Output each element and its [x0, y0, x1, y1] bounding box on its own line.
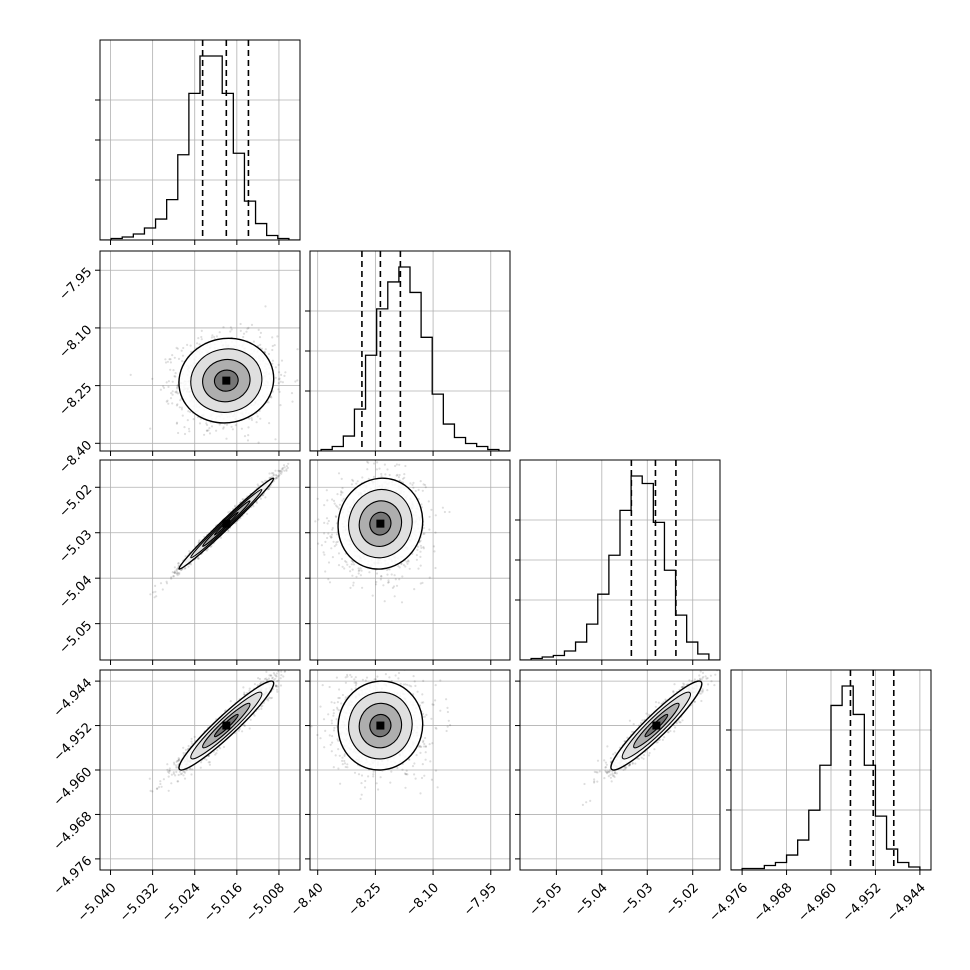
density-3-0 — [178, 680, 275, 771]
x-tick-label-1: −8.10 — [403, 880, 442, 919]
panel-3-0: −5.040−5.032−5.024−5.016−5.008−4.976−4.9… — [51, 669, 301, 925]
panel-3-1: −8.40 −8.25 −8.10 −7.95 — [288, 669, 511, 919]
y-tick-label-3: −4.976 — [51, 854, 96, 899]
y-tick-label-2: −5.04 — [57, 573, 96, 612]
x-tick-label-3: −4.960 — [795, 880, 840, 925]
density-2-1 — [337, 477, 424, 570]
density-peak-3-1 — [376, 721, 385, 730]
density-3-1 — [337, 680, 424, 771]
panel-1-0: −8.40 −8.25 −8.10 −7.95 — [57, 250, 301, 477]
density-peak-2-1 — [376, 519, 385, 528]
panel-2-1 — [305, 459, 511, 665]
density-peak-1-0 — [222, 376, 231, 385]
x-tick-label-3: −4.952 — [840, 880, 885, 925]
y-tick-label-2: −5.05 — [57, 618, 96, 657]
panel-frame — [99, 250, 301, 452]
histogram-3 — [731, 685, 931, 870]
density-3-2 — [610, 680, 703, 771]
x-tick-label-2: −5.03 — [618, 880, 657, 919]
panel-3-3: −4.976 −4.968 −4.960 −4.952 −4.944 — [707, 669, 932, 925]
x-tick-label-0: −5.040 — [75, 880, 120, 925]
histogram-0 — [100, 55, 300, 240]
density-peak-3-0 — [222, 721, 231, 730]
y-tick-label-3: −4.944 — [51, 676, 96, 721]
y-tick-label-2: −5.03 — [57, 527, 96, 566]
density-peak-2-0 — [222, 519, 231, 528]
panel-2-0: −5.05 −5.04 −5.03 −5.02 — [57, 459, 301, 665]
panel-frame — [99, 459, 301, 661]
histogram-1 — [310, 266, 510, 451]
y-tick-label-1: −8.10 — [57, 323, 96, 362]
x-tick-label-2: −5.02 — [663, 880, 702, 919]
y-tick-label-1: −8.25 — [57, 380, 96, 419]
y-tick-label-2: −5.02 — [57, 482, 96, 521]
x-tick-label-0: −5.032 — [117, 880, 162, 925]
x-tick-label-0: −5.008 — [243, 880, 288, 925]
panel-1-1 — [305, 250, 511, 456]
density-peak-3-2 — [652, 721, 661, 730]
x-tick-label-1: −7.95 — [461, 880, 500, 919]
y-tick-label-1: −7.95 — [57, 265, 96, 304]
panel-3-2: −5.05 −5.04 −5.03 −5.02 — [515, 669, 721, 919]
panel-frame — [309, 459, 511, 661]
y-tick-label-3: −4.960 — [51, 765, 96, 810]
density-1-0 — [178, 337, 275, 424]
x-tick-label-0: −5.024 — [159, 880, 204, 925]
x-tick-label-2: −5.05 — [527, 880, 566, 919]
panel-0-0 — [95, 39, 301, 245]
y-tick-label-1: −8.40 — [57, 438, 96, 477]
x-tick-label-3: −4.976 — [707, 880, 752, 925]
x-tick-label-0: −5.016 — [201, 880, 246, 925]
x-tick-label-2: −5.04 — [572, 880, 611, 919]
density-2-0 — [178, 477, 275, 570]
x-tick-label-1: −8.25 — [346, 880, 385, 919]
histogram-2 — [520, 475, 720, 660]
y-tick-label-3: −4.952 — [51, 720, 96, 765]
y-tick-label-3: −4.968 — [51, 809, 96, 854]
panel-2-2 — [515, 459, 721, 665]
x-tick-label-3: −4.968 — [751, 880, 796, 925]
x-tick-label-3: −4.944 — [884, 880, 929, 925]
x-tick-label-1: −8.40 — [288, 880, 327, 919]
